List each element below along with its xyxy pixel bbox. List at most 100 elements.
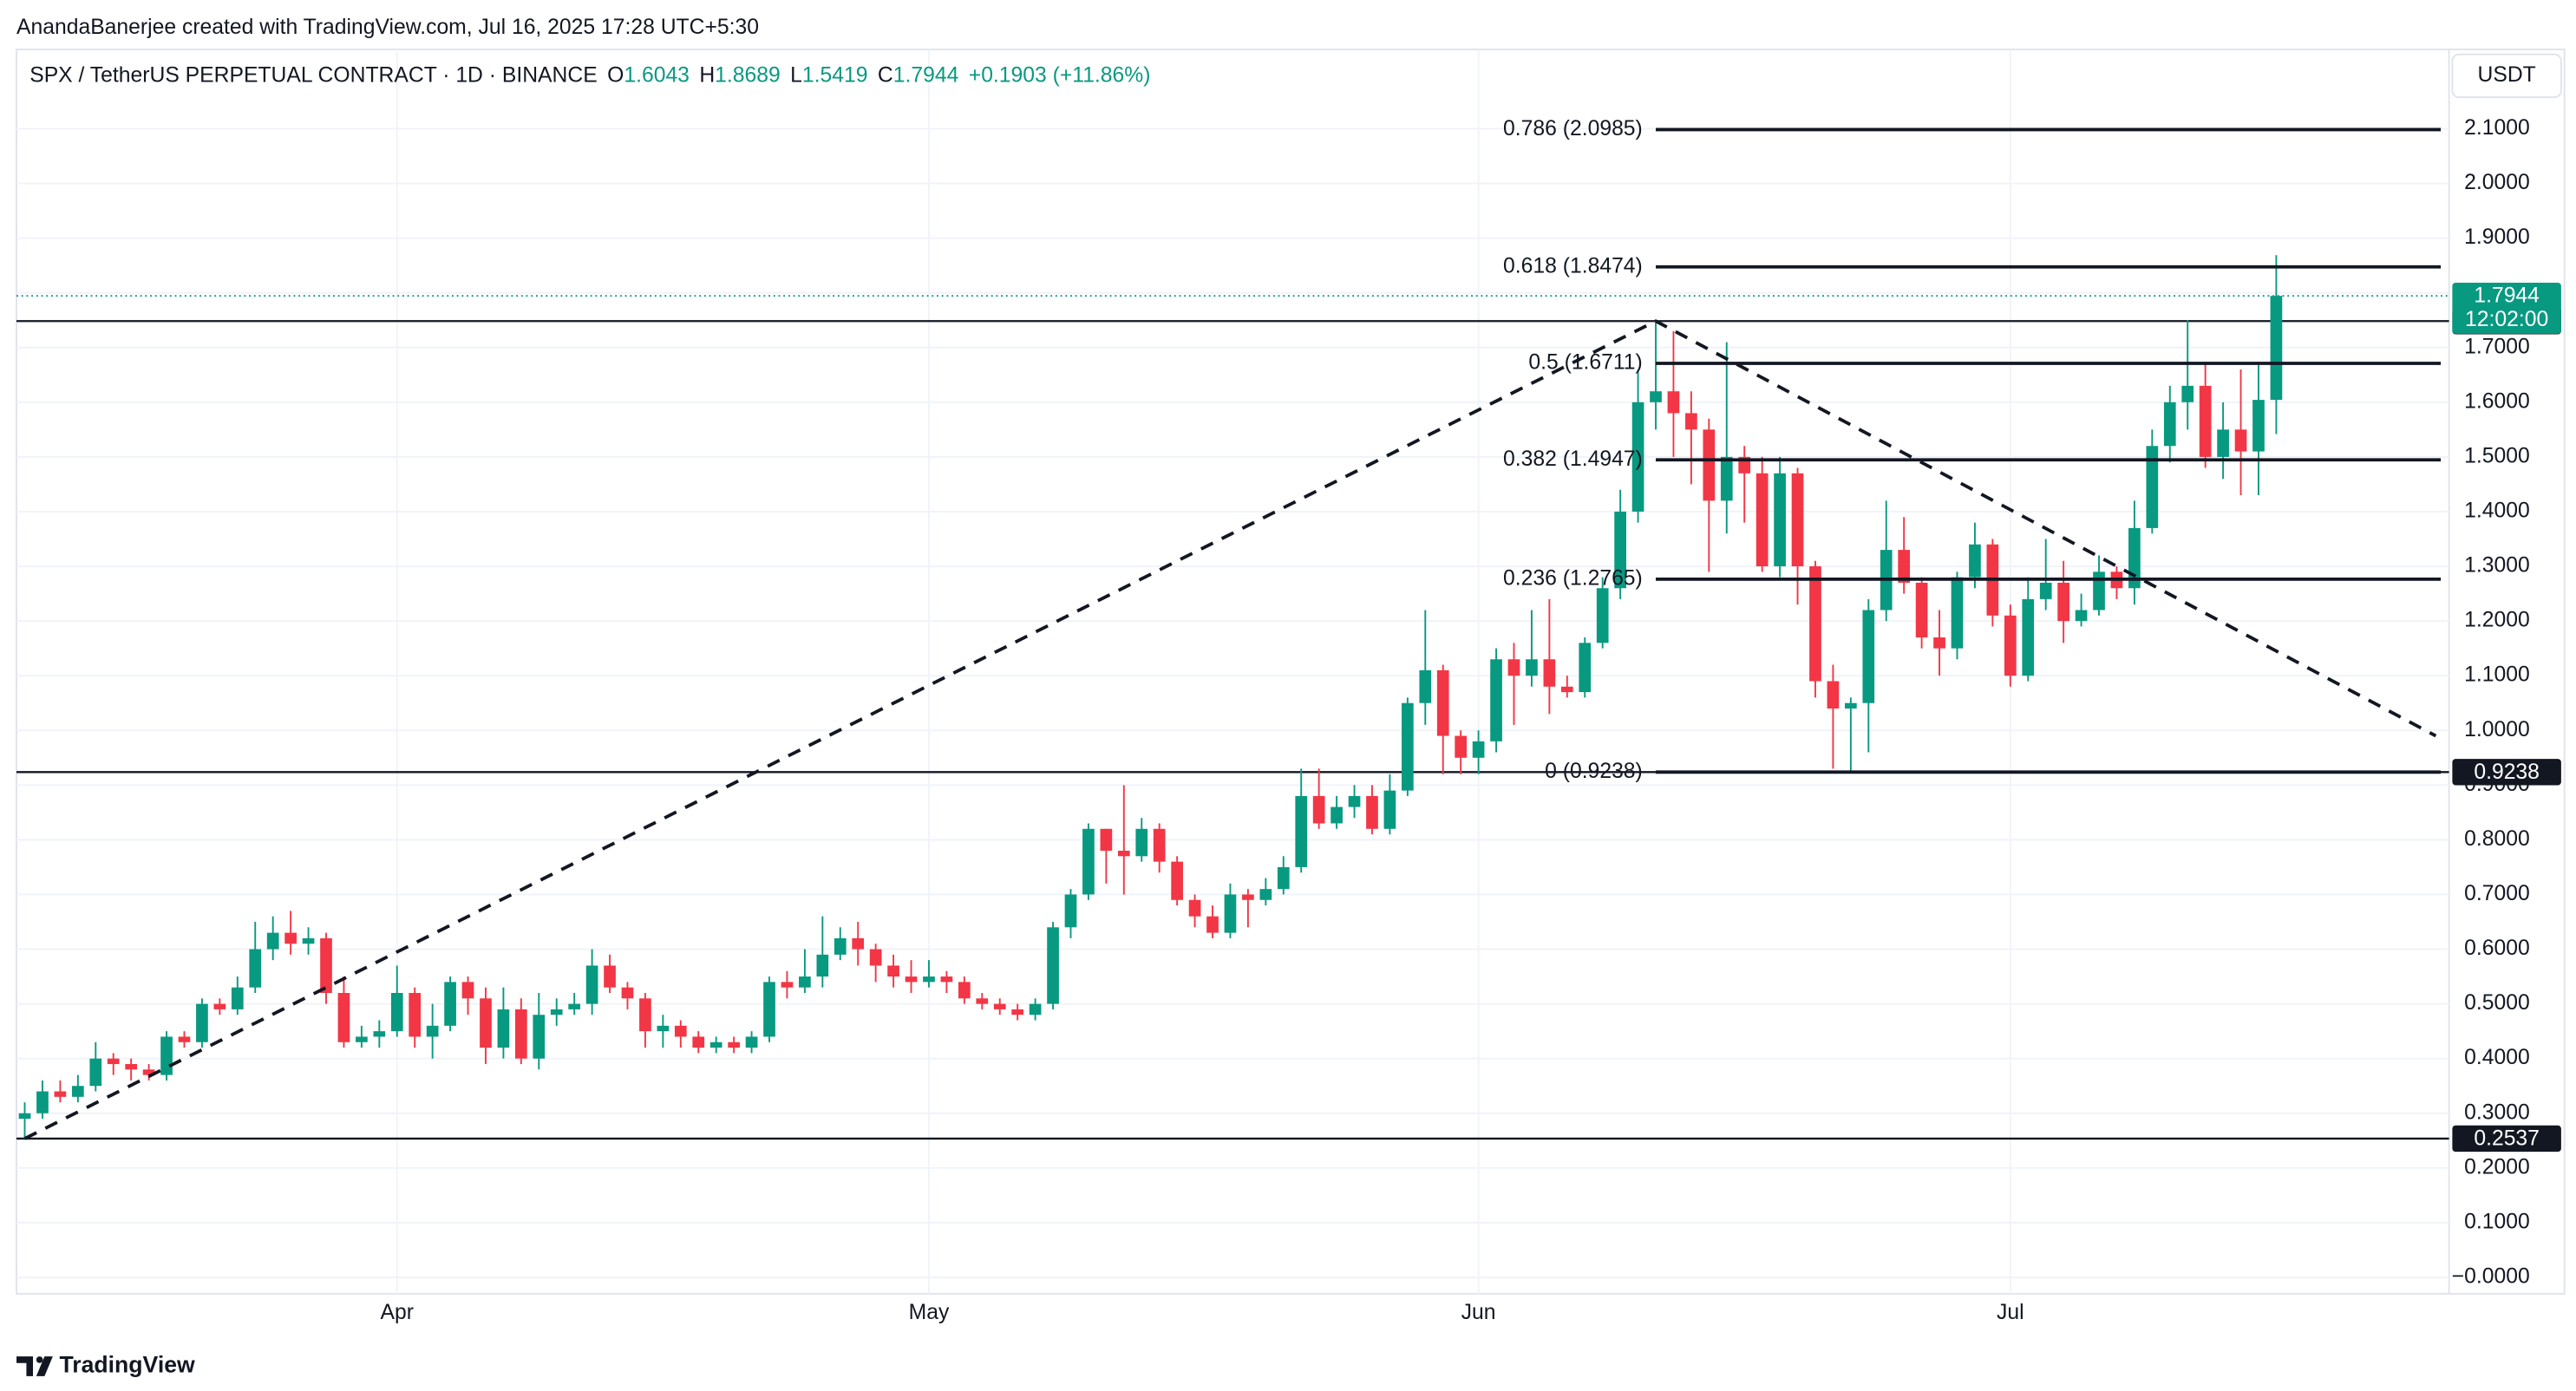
candle-body xyxy=(1082,828,1095,895)
candle-body xyxy=(1543,659,1556,687)
candle-body xyxy=(302,937,315,944)
candle-body xyxy=(2022,598,2035,676)
logo-dot xyxy=(36,1356,43,1363)
c-letter: C xyxy=(878,63,893,87)
candle-body xyxy=(54,1091,67,1097)
candle-body xyxy=(1011,1009,1024,1015)
price-badge-label: 0.2537 xyxy=(2474,1127,2540,1150)
y-tick-label: 1.7000 xyxy=(2464,335,2530,358)
fib-label: 0.382 (1.4947) xyxy=(1503,447,1643,471)
candle-body xyxy=(568,1003,581,1009)
fib-label: 0 (0.9238) xyxy=(1545,760,1643,783)
candle-body xyxy=(1117,850,1130,857)
candle-body xyxy=(320,937,332,993)
candle-body xyxy=(426,1025,439,1037)
candle-body xyxy=(1242,894,1254,900)
candle-body xyxy=(1667,391,1680,414)
candle-body xyxy=(337,992,350,1042)
candle-body xyxy=(1100,828,1113,851)
candle-body xyxy=(1259,889,1272,900)
candle-body xyxy=(728,1042,740,1048)
l-value: 1.5419 xyxy=(802,63,868,87)
candle-body xyxy=(1135,828,1148,857)
candle-body xyxy=(1915,582,1928,638)
candle-body xyxy=(2075,610,2088,622)
candle-body xyxy=(142,1069,155,1075)
candle-body xyxy=(1171,861,1183,900)
brand: TradingView xyxy=(59,1352,195,1378)
candle-body xyxy=(444,982,456,1026)
candle-body xyxy=(1560,686,1573,693)
candle-body xyxy=(958,982,971,999)
y-tick-label: 0.6000 xyxy=(2464,937,2530,960)
candle-body xyxy=(409,992,422,1037)
candle-body xyxy=(1898,550,1911,583)
fib-label: 0.236 (1.2765) xyxy=(1503,566,1643,590)
trendline xyxy=(23,319,2437,1140)
candle-body xyxy=(1951,577,1964,649)
candle-body xyxy=(657,1025,670,1032)
candle-body xyxy=(89,1058,102,1087)
candle-body xyxy=(1277,866,1290,890)
candle-body xyxy=(1348,795,1361,807)
candle-body xyxy=(1650,391,1662,402)
candle-body xyxy=(763,982,775,1037)
candle-body xyxy=(515,1009,527,1059)
candle-body xyxy=(2270,296,2283,401)
candle-body xyxy=(1720,456,1733,501)
candle-body xyxy=(231,987,244,1009)
candle-body xyxy=(1472,741,1485,758)
candle-body xyxy=(497,1009,510,1048)
candle-body xyxy=(461,982,474,999)
h-value: 1.8689 xyxy=(715,63,781,87)
currency-box[interactable] xyxy=(2451,53,2562,99)
candle-body xyxy=(480,998,492,1048)
o-letter: O xyxy=(607,63,624,87)
candle-body xyxy=(940,976,953,983)
logo-icon xyxy=(16,1356,53,1376)
candle-body xyxy=(2163,402,2176,447)
candle-body xyxy=(1366,795,1378,829)
candle-body xyxy=(1047,927,1059,1004)
y-tick-label: 1.1000 xyxy=(2464,663,2530,687)
candle-body xyxy=(2181,385,2194,402)
candle-body xyxy=(2146,446,2159,528)
y-tick-label: 0.7000 xyxy=(2464,882,2530,905)
candle-body xyxy=(1969,544,1981,578)
x-tick-label: Jul xyxy=(1997,1301,2024,1324)
candle-body xyxy=(107,1058,120,1064)
candle-body xyxy=(356,1036,368,1042)
candle-body xyxy=(1791,473,1804,567)
candle-body xyxy=(1614,511,1626,589)
candle-body xyxy=(905,976,918,983)
candle-body xyxy=(1845,702,1857,709)
y-tick-label: 1.4000 xyxy=(2464,499,2530,522)
candle-body xyxy=(604,965,616,988)
candle-body xyxy=(373,1031,386,1037)
candle-body xyxy=(887,965,899,977)
candle-body xyxy=(2004,615,2017,676)
candle-body xyxy=(1933,637,1945,649)
price-badge xyxy=(2452,1125,2561,1153)
price-badge-label: 0.9238 xyxy=(2474,761,2540,784)
candle-body xyxy=(834,937,847,955)
y-tick-label: 0.2000 xyxy=(2464,1155,2530,1179)
candle-body xyxy=(1419,669,1432,703)
y-tick-label: 1.9000 xyxy=(2464,225,2530,249)
candle-body xyxy=(266,932,279,950)
candle-body xyxy=(1383,790,1396,829)
l-letter: L xyxy=(790,63,802,87)
candle-body xyxy=(1774,473,1786,567)
candle-body xyxy=(1809,566,1821,682)
candle-body xyxy=(2217,429,2229,457)
current-price-label: 1.7944 xyxy=(2474,284,2540,308)
y-tick-label: 2.0000 xyxy=(2464,171,2530,194)
fib-label: 0.786 (2.0985) xyxy=(1503,117,1643,140)
currency[interactable]: USDT xyxy=(2478,63,2536,87)
y-tick-label: 0.5000 xyxy=(2464,991,2530,1015)
candle-body xyxy=(249,949,262,988)
y-tick-label: 1.5000 xyxy=(2464,444,2530,467)
logo: TradingView xyxy=(16,1352,195,1378)
fib-label: 0.5 (1.6711) xyxy=(1528,351,1642,375)
